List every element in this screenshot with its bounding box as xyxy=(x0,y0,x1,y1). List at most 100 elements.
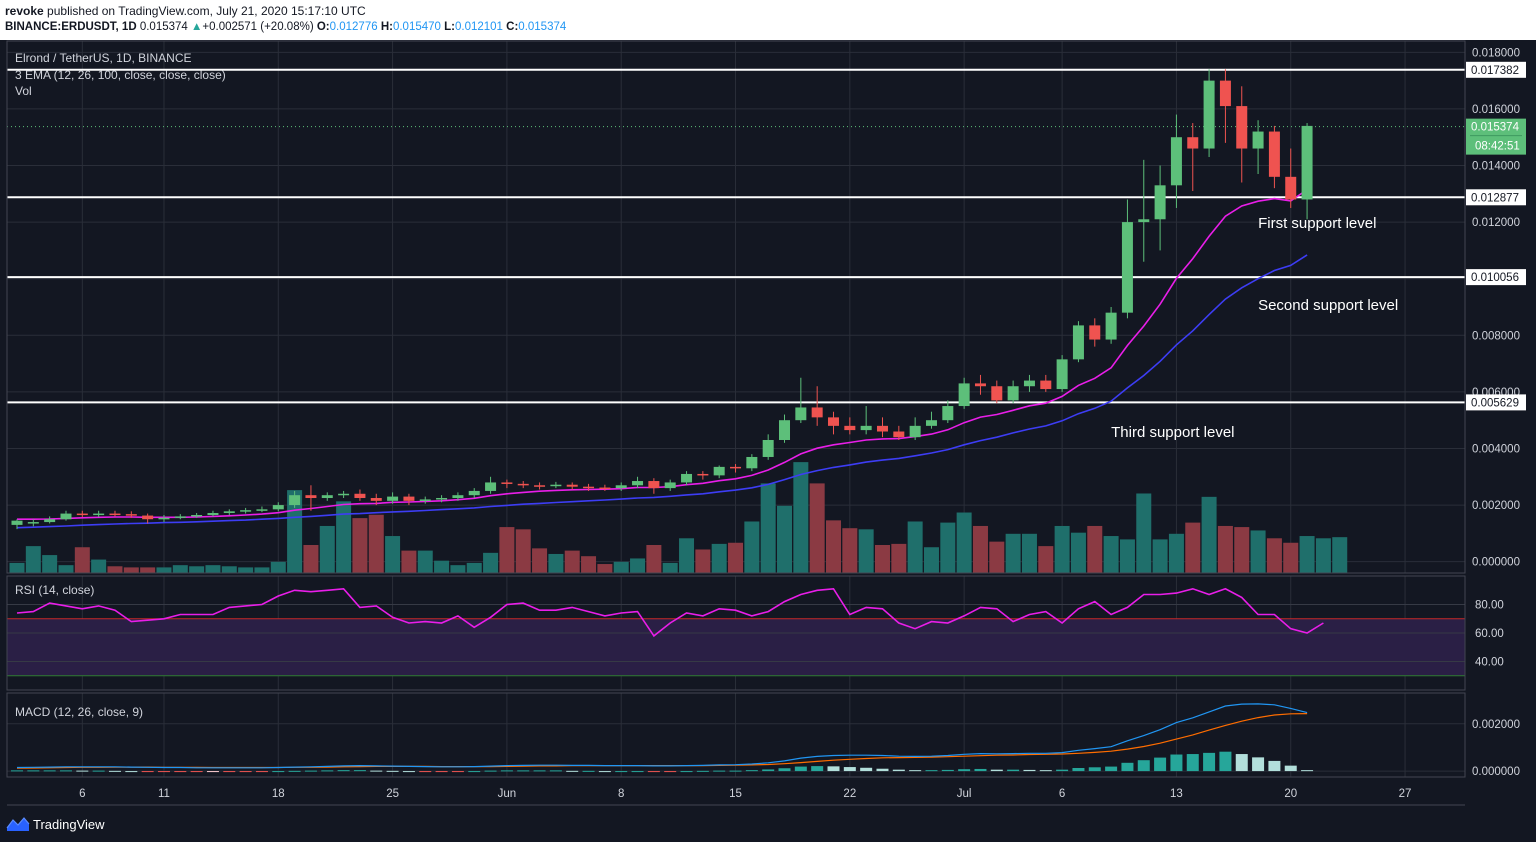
candlesticks xyxy=(11,69,1313,530)
volume-bar xyxy=(238,567,254,573)
ohlc-summary: BINANCE:ERDUSDT, 1D 0.015374 ▲+0.002571 … xyxy=(5,21,566,33)
candle-body xyxy=(1301,125,1313,200)
candle-body xyxy=(779,420,791,440)
candle-body xyxy=(11,520,23,525)
close-label: C: xyxy=(506,21,519,33)
candle xyxy=(1040,374,1052,392)
candle xyxy=(550,481,562,489)
macd-histogram-bar xyxy=(435,771,448,773)
macd-histogram-bar xyxy=(255,771,268,773)
price-tick-label: 0.008000 xyxy=(1472,330,1520,342)
candle xyxy=(844,417,856,435)
candle xyxy=(191,513,203,518)
candle-body xyxy=(1285,176,1297,200)
candle-body xyxy=(1089,325,1101,340)
macd-histogram-bar xyxy=(713,770,726,772)
publish-info: revoke published on TradingView.com, Jul… xyxy=(5,4,366,18)
volume-bar xyxy=(679,538,695,573)
candle xyxy=(1138,159,1150,262)
candle xyxy=(207,510,219,517)
level-price-label: 0.010056 xyxy=(1471,272,1519,284)
high-label: H: xyxy=(380,21,393,33)
macd-signal-line xyxy=(16,713,1308,769)
volume-bar xyxy=(91,559,107,573)
volume-bar xyxy=(1087,525,1103,573)
last-price: 0.015374 xyxy=(139,21,188,33)
volume-bar xyxy=(107,566,123,573)
candle-body xyxy=(1072,325,1084,360)
macd-histogram-bar xyxy=(206,771,219,773)
macd-histogram-bar xyxy=(762,769,775,772)
volume-bar xyxy=(989,541,1005,573)
candle xyxy=(1072,321,1084,363)
publisher-name[interactable]: revoke xyxy=(5,4,44,18)
candle xyxy=(1121,199,1133,319)
tradingview-logo-icon[interactable] xyxy=(6,815,30,832)
support-resistance-lines[interactable] xyxy=(7,68,1465,404)
volume-bar xyxy=(1119,539,1135,573)
candle-body xyxy=(991,386,1003,401)
candle xyxy=(730,464,742,473)
candle xyxy=(566,482,578,490)
candle xyxy=(436,495,448,503)
macd-histogram-bar xyxy=(370,770,383,772)
candle xyxy=(289,490,301,508)
low-label: L: xyxy=(444,21,455,33)
bar-countdown-label: 08:42:51 xyxy=(1475,141,1520,153)
volume-bar xyxy=(368,514,384,573)
volume-bar xyxy=(74,547,90,573)
macd-histogram-bar xyxy=(876,768,889,772)
candle-body xyxy=(664,482,676,489)
macd-histogram-bar xyxy=(1137,760,1150,772)
candle xyxy=(664,479,676,491)
time-axis[interactable]: 6 11 18 25 Jun 8 15 22 Jul 6 13 20 27 xyxy=(79,788,1411,800)
time-tick-label: 6 xyxy=(79,788,85,800)
last-price-label: 0.015374 xyxy=(1471,122,1520,134)
macd-histogram-bar xyxy=(92,770,105,772)
volume-bar xyxy=(777,505,793,573)
candle-body xyxy=(550,484,562,487)
candle-body xyxy=(27,522,39,524)
volume-bar xyxy=(303,545,319,573)
candle xyxy=(256,506,268,513)
candle-body xyxy=(354,493,366,499)
macd-legend: MACD (12, 26, close, 9) xyxy=(15,705,143,719)
last-price-tag[interactable] xyxy=(1466,118,1526,155)
macd-histogram-bar xyxy=(778,768,791,772)
macd-histogram-bar xyxy=(1235,754,1248,772)
pane-border xyxy=(6,40,1466,574)
macd-histogram-bar xyxy=(468,771,481,773)
macd-histogram-bar xyxy=(533,770,546,772)
candle xyxy=(1236,86,1248,183)
candle xyxy=(746,454,758,472)
level-price-tag[interactable] xyxy=(1466,269,1526,286)
high-value: 0.015470 xyxy=(392,21,441,33)
candle-body xyxy=(93,513,105,516)
volume-bar xyxy=(532,548,548,573)
level-price-tag[interactable] xyxy=(1466,61,1526,78)
rsi-tick-label: 40.00 xyxy=(1475,657,1504,669)
macd-histogram-bar xyxy=(925,770,938,772)
candle-body xyxy=(1007,386,1019,401)
candle-body xyxy=(599,487,611,490)
volume-bar xyxy=(352,518,368,573)
tradingview-brand[interactable]: TradingView xyxy=(33,817,105,832)
candle xyxy=(1285,148,1297,208)
volume-bar xyxy=(728,542,744,573)
price-chart[interactable]: 0.0180000.0160000.0140000.0120000.010000… xyxy=(0,40,1536,806)
candle-body xyxy=(125,514,137,516)
price-axis[interactable]: 0.0180000.0160000.0140000.0120000.010000… xyxy=(1466,47,1526,778)
volume-bar xyxy=(1315,538,1331,573)
volume-bar xyxy=(189,566,205,573)
volume-legend: Vol xyxy=(15,84,32,98)
volume-bar xyxy=(450,565,466,573)
level-price-tag[interactable] xyxy=(1466,394,1526,411)
volume-bar xyxy=(1005,533,1021,573)
level-price-tag[interactable] xyxy=(1466,189,1526,206)
volume-bar xyxy=(1070,532,1086,573)
volume-bar xyxy=(826,520,841,573)
candle xyxy=(452,492,464,501)
candle-body xyxy=(730,466,742,469)
candle-body xyxy=(1187,137,1199,149)
candle xyxy=(60,510,72,521)
